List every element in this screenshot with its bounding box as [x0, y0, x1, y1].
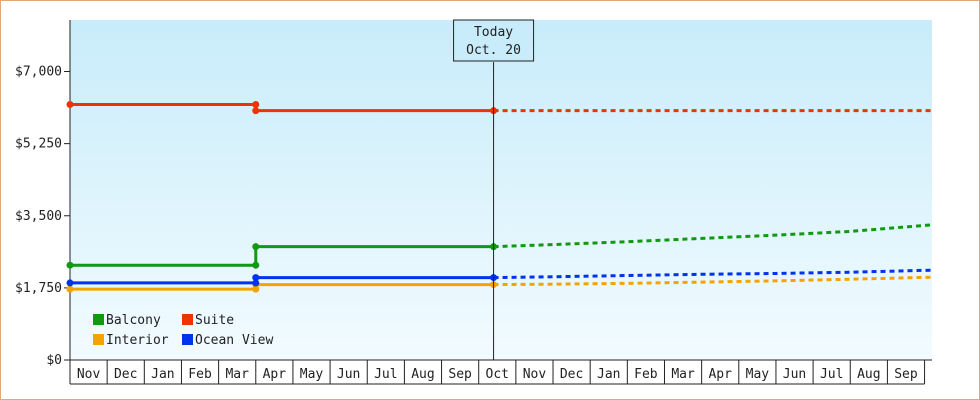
y-tick-label: $1,750	[15, 281, 62, 296]
legend-label-suite: Suite	[195, 313, 234, 328]
balcony-forecast-line	[493, 223, 933, 249]
x-tick-label: Dec	[560, 367, 583, 382]
x-tick-label: Jun	[783, 367, 806, 382]
x-tick-label: May	[300, 367, 324, 382]
x-tick-label: Oct	[486, 367, 509, 382]
x-axis: Nov Dec Jan Feb Mar Apr May Jun Jul Aug Sep Oct Nov D…	[69, 359, 932, 385]
legend-swatch-ocean-view	[182, 334, 193, 345]
legend-swatch-balcony	[93, 314, 104, 325]
today-label: Today	[474, 25, 513, 40]
legend-label-balcony: Balcony	[106, 313, 161, 328]
y-tick-label: $7,000	[15, 65, 62, 80]
x-tick-label: Jan	[597, 367, 620, 382]
x-tick-label: Nov	[523, 367, 547, 382]
x-tick-label: Apr	[708, 367, 732, 382]
interior-point	[66, 285, 74, 293]
today-marker: Today Oct. 20	[453, 19, 535, 360]
balcony-point	[66, 261, 74, 269]
ocean-view-point	[66, 279, 74, 287]
legend-label-interior: Interior	[106, 333, 169, 348]
y-axis: $0 $1,750 $3,500 $5,250 $7,000	[15, 20, 71, 368]
x-tick-label: Sep	[448, 367, 472, 382]
ocean-view-forecast-line	[493, 268, 933, 280]
x-tick-label: Jul	[374, 367, 397, 382]
x-tick-label: Dec	[114, 367, 137, 382]
balcony-point	[252, 243, 260, 251]
legend-swatch-interior	[93, 334, 104, 345]
balcony-actual-line	[70, 245, 494, 267]
plot-background	[70, 20, 932, 360]
x-tick-label: Sep	[894, 367, 918, 382]
legend: Balcony Suite Interior Ocean View	[93, 313, 273, 348]
suite-point	[66, 100, 74, 108]
y-tick-label: $5,250	[15, 137, 62, 152]
y-tick-label: $3,500	[15, 209, 62, 224]
suite-point	[252, 100, 260, 108]
today-box	[453, 19, 535, 62]
balcony-point	[252, 261, 260, 269]
x-tick-label: Mar	[225, 367, 249, 382]
x-tick-label: May	[746, 367, 770, 382]
legend-label-ocean-view: Ocean View	[195, 333, 273, 348]
x-tick-label: Aug	[857, 367, 880, 382]
x-tick-label: Mar	[671, 367, 695, 382]
x-tick-label: Nov	[77, 367, 101, 382]
today-date: Oct. 20	[466, 43, 521, 58]
y-tick-label: $0	[46, 353, 62, 368]
x-tick-label: Feb	[634, 367, 658, 382]
x-tick-label: Jun	[337, 367, 360, 382]
suite-point	[252, 107, 260, 115]
x-tick-label: Apr	[263, 367, 287, 382]
series-layer	[66, 100, 933, 293]
x-tick-label: Jul	[820, 367, 843, 382]
ocean-view-point	[252, 274, 260, 282]
x-tick-label: Feb	[188, 367, 212, 382]
ocean-view-point	[252, 279, 260, 287]
x-tick-label: Aug	[411, 367, 434, 382]
interior-forecast-line	[493, 275, 933, 287]
legend-swatch-suite	[182, 314, 193, 325]
x-tick-label: Jan	[151, 367, 174, 382]
